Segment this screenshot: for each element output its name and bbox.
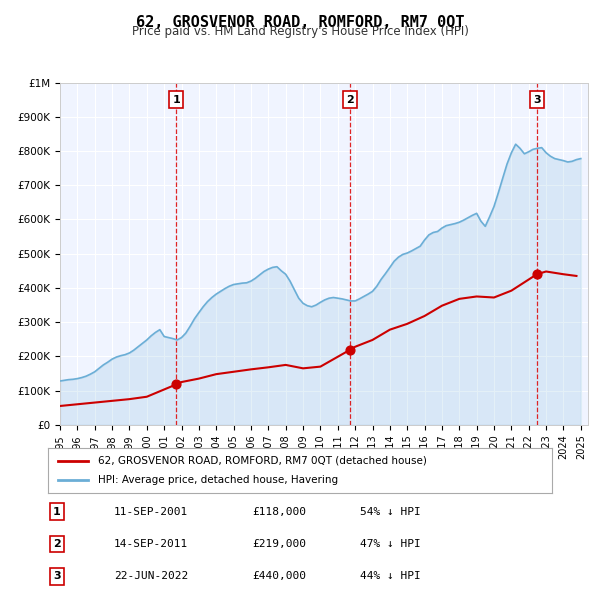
Text: £118,000: £118,000: [252, 507, 306, 516]
Text: HPI: Average price, detached house, Havering: HPI: Average price, detached house, Have…: [98, 476, 338, 485]
Text: 62, GROSVENOR ROAD, ROMFORD, RM7 0QT (detached house): 62, GROSVENOR ROAD, ROMFORD, RM7 0QT (de…: [98, 456, 427, 466]
Text: 1: 1: [172, 95, 180, 104]
Text: Price paid vs. HM Land Registry's House Price Index (HPI): Price paid vs. HM Land Registry's House …: [131, 25, 469, 38]
Text: 1: 1: [53, 507, 61, 516]
Point: [172, 380, 181, 389]
Text: 2: 2: [53, 539, 61, 549]
Text: £219,000: £219,000: [252, 539, 306, 549]
Text: 54% ↓ HPI: 54% ↓ HPI: [360, 507, 421, 516]
Text: 14-SEP-2011: 14-SEP-2011: [114, 539, 188, 549]
Point: [345, 345, 355, 355]
Point: [532, 270, 542, 279]
Text: 62, GROSVENOR ROAD, ROMFORD, RM7 0QT: 62, GROSVENOR ROAD, ROMFORD, RM7 0QT: [136, 15, 464, 30]
Text: £440,000: £440,000: [252, 572, 306, 581]
Text: 44% ↓ HPI: 44% ↓ HPI: [360, 572, 421, 581]
Text: 3: 3: [53, 572, 61, 581]
Text: 2: 2: [346, 95, 354, 104]
Text: 22-JUN-2022: 22-JUN-2022: [114, 572, 188, 581]
Text: 47% ↓ HPI: 47% ↓ HPI: [360, 539, 421, 549]
Text: 3: 3: [533, 95, 541, 104]
Text: 11-SEP-2001: 11-SEP-2001: [114, 507, 188, 516]
